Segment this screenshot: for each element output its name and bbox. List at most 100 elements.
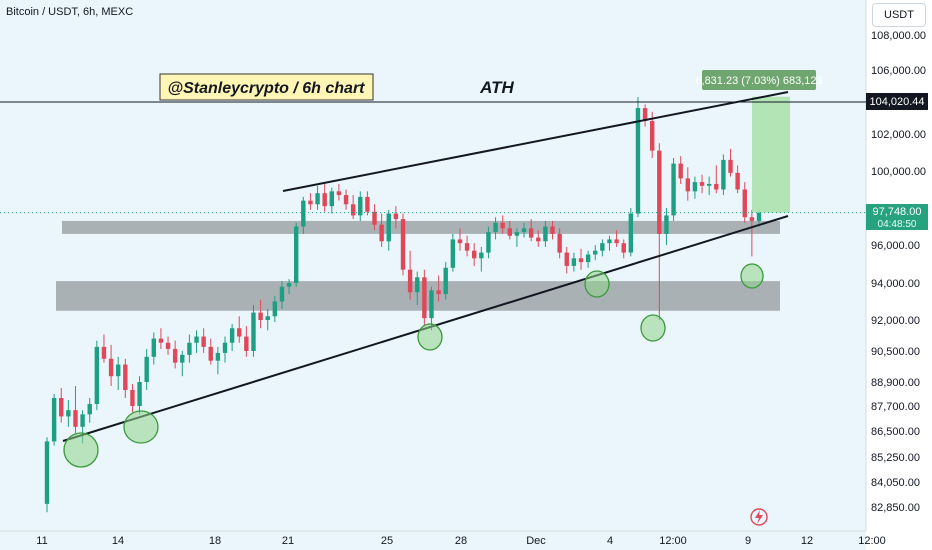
time-tick-label: 12 (801, 535, 813, 547)
candle-body (600, 243, 605, 251)
time-axis[interactable]: 11 14 18 21 25 28 Dec 4 12:00 9 12 12:00 (36, 535, 885, 547)
candle-body (450, 239, 456, 268)
touch-point-circle (584, 270, 610, 298)
lightning-icon[interactable] (750, 508, 768, 526)
candle-body (322, 193, 327, 207)
touch-point-circle (417, 323, 443, 351)
candle-body (87, 404, 92, 415)
candle-body (308, 200, 313, 205)
candle-body (94, 346, 100, 404)
candle-body (514, 232, 520, 236)
candle-body (265, 316, 270, 320)
candle-body (721, 159, 726, 190)
touch-point-circle (640, 314, 666, 342)
candle-body (486, 232, 491, 253)
candle-body (279, 286, 285, 302)
candle-body (699, 182, 705, 186)
candle-body (101, 346, 107, 359)
candle-body (585, 254, 591, 263)
time-tick-label: 12:00 (858, 535, 886, 547)
candle-body (194, 336, 199, 343)
candle-body (678, 163, 683, 179)
candle-body (208, 346, 213, 361)
candle-body (714, 183, 719, 190)
candle-body (706, 183, 712, 186)
support-zone (62, 220, 780, 234)
price-tick-label: 86,500.00 (871, 426, 920, 438)
ath-price-tag (866, 93, 928, 110)
ath-price-tag-text: 104,020.44 (869, 96, 924, 108)
candle-body (336, 191, 342, 196)
candle-body (429, 290, 434, 319)
candle-body (372, 211, 377, 225)
watermark-text: @Stanleycrypto / 6h chart (168, 80, 366, 97)
time-tick-label: 4 (607, 535, 613, 547)
candle-body (735, 172, 740, 190)
price-tick-label: 84,050.00 (871, 477, 920, 489)
candle-body (137, 382, 142, 406)
candle-body (172, 348, 178, 363)
candle-body (180, 354, 185, 363)
candle-body (536, 237, 541, 242)
time-tick-label: 28 (455, 535, 467, 547)
projection-label: 6,831.23 (7.03%) 683,123 (695, 75, 822, 87)
plot-background (0, 0, 866, 550)
candle-body (130, 390, 135, 406)
time-tick-label: 11 (36, 535, 47, 547)
candle-body (571, 258, 577, 266)
candle-body (578, 258, 584, 263)
candle-body (343, 195, 349, 205)
candle-body (521, 228, 527, 233)
current-price-text: 97,748.00 (873, 206, 922, 218)
projection-box (752, 96, 790, 213)
candle-body (187, 342, 192, 355)
price-tick-label: 94,000.00 (871, 278, 920, 290)
candle-body (350, 204, 356, 216)
candle-body (664, 215, 669, 234)
candle-body (756, 212, 762, 221)
candle-body (393, 213, 399, 220)
candle-body (151, 338, 157, 357)
candle-body (557, 233, 562, 253)
currency-selector[interactable]: USDT (872, 3, 926, 27)
candle-body (443, 267, 448, 295)
candle-body (315, 193, 320, 205)
candle-body (301, 200, 306, 227)
candle-body (51, 398, 57, 442)
candle-body (229, 328, 235, 343)
candle-body (671, 163, 676, 216)
candle-body (59, 398, 64, 417)
candle-body (386, 213, 391, 242)
candle-body (507, 228, 513, 236)
touch-point-circle (740, 263, 764, 289)
price-tick-label: 82,850.00 (871, 502, 920, 514)
price-tick-label: 108,000.00 (871, 30, 926, 42)
candle-body (593, 250, 598, 255)
time-tick-label: Dec (526, 535, 546, 547)
candle-body (123, 364, 128, 390)
candle-body (642, 108, 648, 122)
candle-body (201, 336, 206, 347)
candle-body (500, 222, 505, 229)
candle-body (165, 342, 171, 349)
price-tick-label: 102,000.00 (871, 129, 926, 141)
ath-label: ATH (479, 78, 514, 97)
price-axis-background (866, 0, 932, 550)
candle-body (215, 352, 221, 361)
price-tick-label: 87,700.00 (871, 401, 920, 413)
candle-body (66, 410, 71, 417)
candle-body (742, 189, 747, 218)
candle-body (115, 364, 121, 377)
candle-body (73, 410, 78, 427)
candle-body (379, 224, 384, 242)
candle-body (329, 191, 335, 207)
candle-body (158, 338, 164, 343)
symbol-title: Bitcoin / USDT, 6h, MEXC (6, 6, 134, 18)
time-tick-label: 9 (745, 535, 751, 547)
candle-body (407, 269, 413, 293)
candle-body (293, 226, 299, 283)
price-tick-label: 96,000.00 (871, 240, 920, 252)
candle-body (614, 239, 619, 244)
